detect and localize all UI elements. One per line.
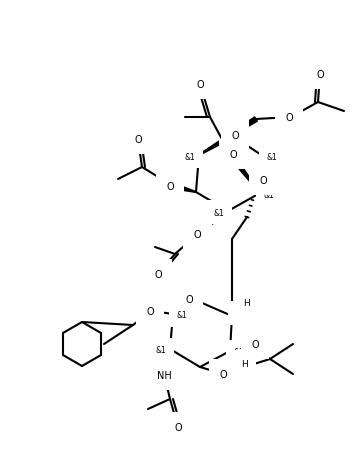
Text: O: O bbox=[134, 135, 142, 145]
Polygon shape bbox=[228, 153, 260, 194]
Text: O: O bbox=[219, 369, 227, 379]
Text: O: O bbox=[231, 131, 239, 141]
Text: O: O bbox=[229, 149, 237, 159]
Text: &1: &1 bbox=[155, 346, 166, 355]
Polygon shape bbox=[230, 351, 240, 363]
Text: &1: &1 bbox=[177, 311, 187, 320]
Text: O: O bbox=[146, 307, 154, 317]
Polygon shape bbox=[255, 157, 264, 181]
Text: O: O bbox=[196, 80, 204, 90]
Polygon shape bbox=[199, 118, 257, 156]
Text: O: O bbox=[193, 229, 201, 239]
Text: NH: NH bbox=[157, 370, 171, 380]
Text: H: H bbox=[243, 299, 250, 308]
Text: O: O bbox=[185, 294, 193, 304]
Text: O: O bbox=[259, 176, 267, 186]
Text: O: O bbox=[174, 422, 182, 432]
Text: O: O bbox=[316, 70, 324, 80]
Text: O: O bbox=[154, 269, 162, 279]
Text: &1: &1 bbox=[185, 152, 195, 161]
Text: &1: &1 bbox=[264, 190, 274, 199]
Text: &1: &1 bbox=[234, 348, 244, 357]
Text: O: O bbox=[285, 113, 293, 123]
Polygon shape bbox=[232, 305, 242, 317]
Polygon shape bbox=[172, 184, 196, 193]
Polygon shape bbox=[162, 349, 171, 371]
Text: H: H bbox=[241, 360, 247, 369]
Text: &1: &1 bbox=[236, 309, 246, 318]
Text: O: O bbox=[166, 182, 174, 192]
Text: &1: &1 bbox=[214, 208, 224, 217]
Text: O: O bbox=[251, 339, 259, 349]
Text: &1: &1 bbox=[267, 153, 278, 162]
